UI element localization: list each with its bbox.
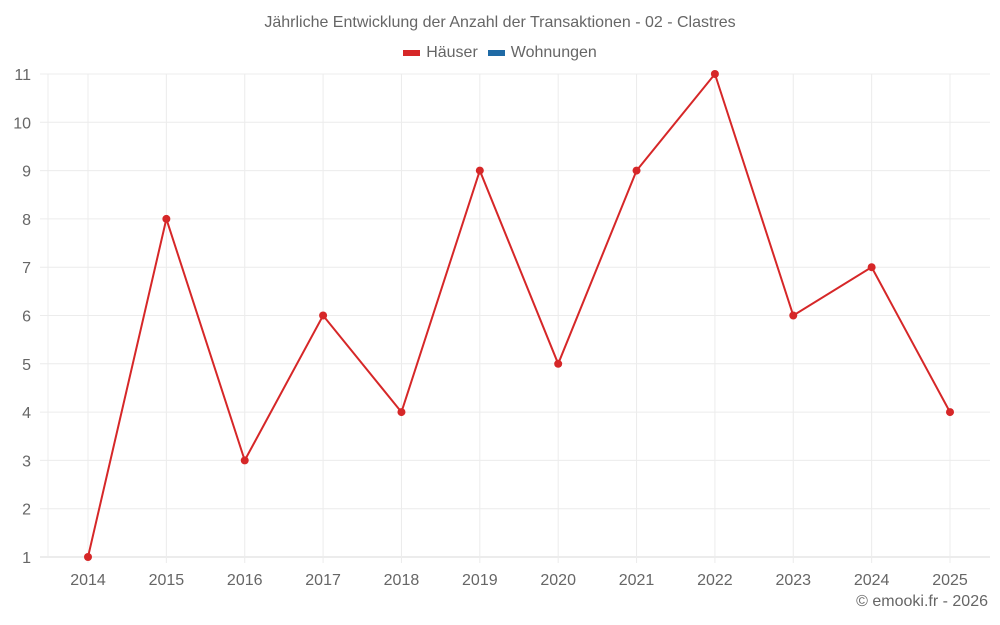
legend-swatch-haeuser [403, 50, 421, 56]
data-point[interactable] [710, 70, 719, 78]
data-point[interactable] [319, 311, 328, 320]
y-tick-label: 1 [22, 550, 31, 567]
legend-label-haeuser: Häuser [426, 44, 478, 61]
x-tick-label: 2023 [775, 572, 811, 589]
y-tick-label: 4 [22, 405, 31, 422]
y-tick-label: 10 [13, 115, 31, 132]
data-point[interactable] [789, 311, 798, 320]
data-point[interactable] [867, 263, 876, 272]
chart-title: Jährliche Entwicklung der Anzahl der Tra… [264, 14, 736, 31]
data-point[interactable] [632, 166, 641, 175]
copyright-credit: © emooki.fr - 2026 [856, 593, 988, 610]
data-point[interactable] [162, 214, 171, 223]
legend-item-haeuser[interactable]: Häuser [403, 44, 478, 62]
data-point[interactable] [240, 456, 249, 465]
x-tick-label: 2017 [305, 572, 341, 589]
chart-legend: Häuser Wohnungen [0, 44, 1000, 62]
x-axis: 2014 2015 2016 2017 2018 2019 2020 2021 2022 2023… [70, 572, 968, 589]
x-tick-label: 2015 [149, 572, 185, 589]
x-tick-label: 2024 [854, 572, 890, 589]
legend-item-wohnungen[interactable]: Wohnungen [487, 44, 597, 62]
data-point[interactable] [946, 408, 954, 417]
y-tick-label: 7 [22, 260, 31, 277]
x-tick-label: 2018 [384, 572, 420, 589]
data-point[interactable] [554, 359, 563, 368]
y-tick-label: 11 [14, 67, 31, 84]
data-point[interactable] [475, 166, 484, 175]
x-tick-label: 2020 [540, 572, 576, 589]
x-tick-label: 2019 [462, 572, 498, 589]
x-tick-label: 2022 [697, 572, 733, 589]
y-tick-label: 3 [22, 453, 31, 470]
y-axis: 1 2 3 4 5 6 7 8 9 10 11 [13, 67, 31, 567]
data-point[interactable] [397, 408, 406, 417]
legend-swatch-wohnungen [487, 50, 505, 56]
legend-label-wohnungen: Wohnungen [510, 44, 597, 61]
x-tick-label: 2014 [70, 572, 106, 589]
y-tick-label: 2 [22, 502, 31, 519]
grid-lines [40, 73, 990, 563]
series-haeuser [84, 70, 954, 561]
y-tick-label: 6 [22, 309, 31, 326]
y-tick-label: 5 [22, 357, 31, 374]
data-point[interactable] [84, 553, 92, 561]
x-tick-label: 2021 [619, 572, 655, 589]
x-tick-label: 2016 [227, 572, 263, 589]
x-tick-label: 2025 [932, 572, 968, 589]
y-tick-label: 8 [22, 212, 31, 229]
y-tick-label: 9 [22, 164, 31, 181]
